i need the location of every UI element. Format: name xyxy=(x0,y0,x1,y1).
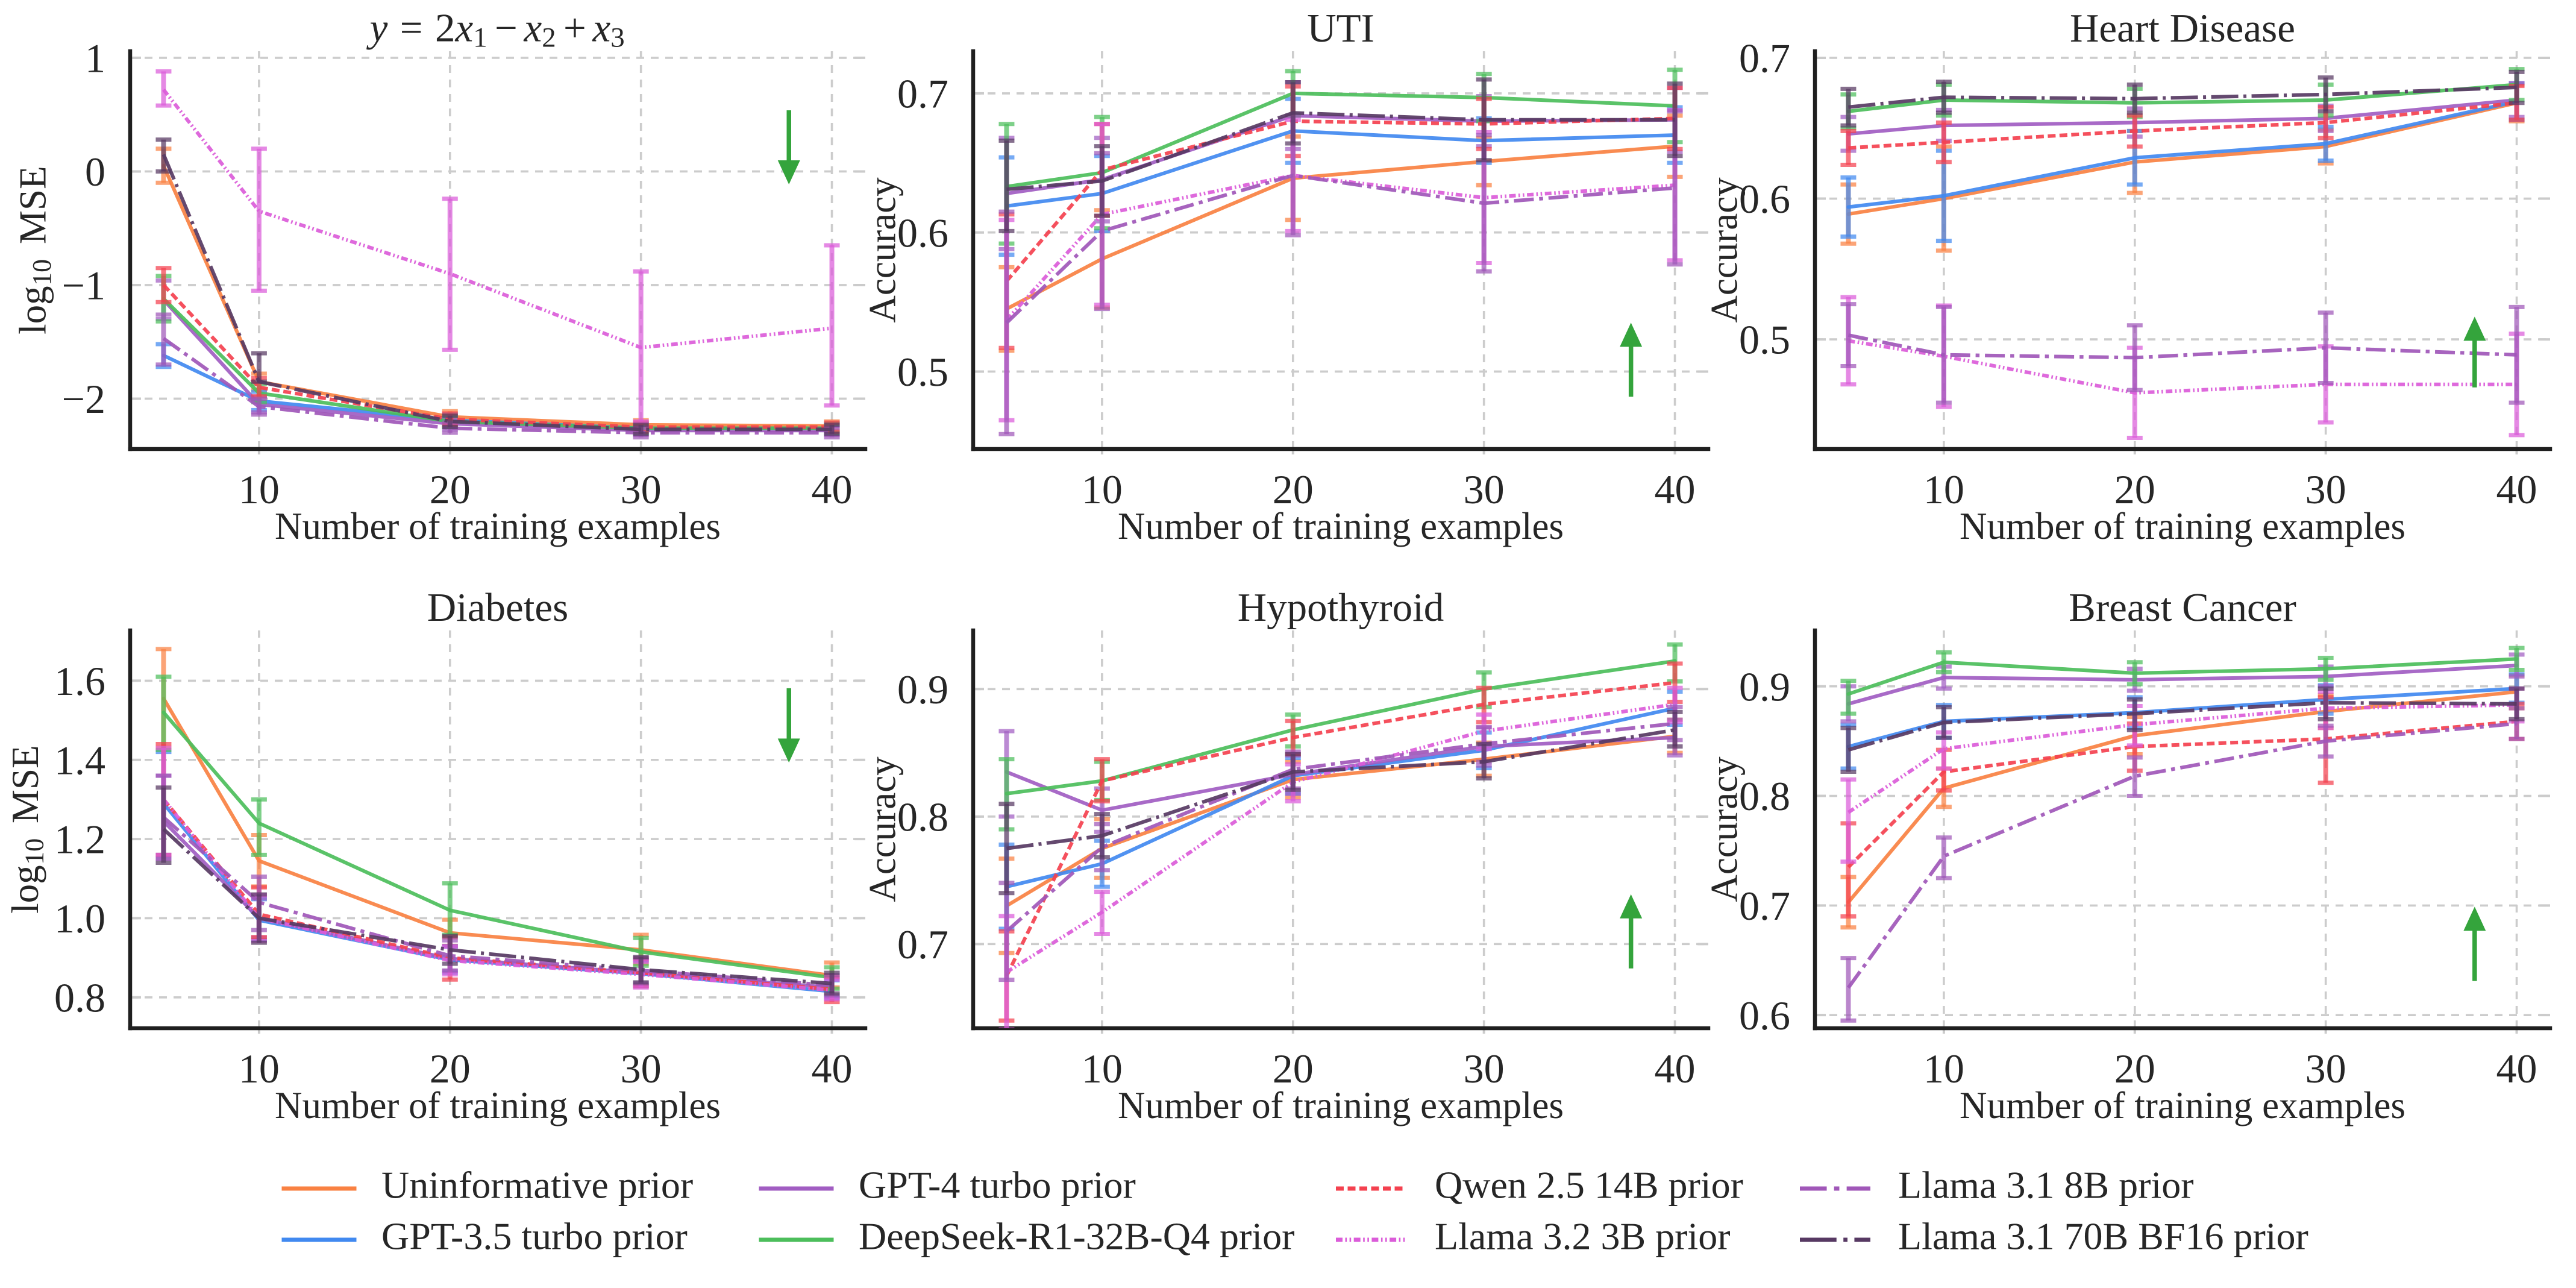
svg-text:GPT-4 turbo prior: GPT-4 turbo prior xyxy=(859,1163,1136,1206)
svg-text:Hypothyroid: Hypothyroid xyxy=(1238,585,1444,630)
svg-text:40: 40 xyxy=(2496,467,2537,512)
svg-text:40: 40 xyxy=(1655,1046,1696,1092)
svg-text:10: 10 xyxy=(1923,467,1964,512)
svg-text:40: 40 xyxy=(2496,1046,2537,1092)
svg-text:20: 20 xyxy=(1273,467,1314,512)
svg-text:0.6: 0.6 xyxy=(897,210,948,256)
svg-text:30: 30 xyxy=(2305,1046,2346,1092)
svg-text:Llama 3.1 8B prior: Llama 3.1 8B prior xyxy=(1898,1163,2194,1206)
svg-text:0.5: 0.5 xyxy=(897,349,948,395)
svg-text:0.5: 0.5 xyxy=(1739,317,1790,363)
svg-text:Number of training examples: Number of training examples xyxy=(275,1084,721,1126)
svg-text:Diabetes: Diabetes xyxy=(427,585,568,630)
svg-text:Accuracy: Accuracy xyxy=(861,177,903,323)
svg-text:Number of training examples: Number of training examples xyxy=(1118,505,1564,547)
svg-text:l o g: l o g M S E 1 0 xyxy=(12,163,57,334)
svg-text:−1: −1 xyxy=(62,263,105,309)
svg-text:20: 20 xyxy=(430,467,471,512)
svg-text:Llama 3.1 70B BF16 prior: Llama 3.1 70B BF16 prior xyxy=(1898,1214,2308,1257)
svg-text:20: 20 xyxy=(2114,1046,2155,1092)
svg-text:0.8: 0.8 xyxy=(897,794,948,840)
svg-text:Number of training examples: Number of training examples xyxy=(275,505,721,547)
svg-text:20: 20 xyxy=(1273,1046,1314,1092)
svg-text:1.0: 1.0 xyxy=(54,896,105,941)
svg-text:Accuracy: Accuracy xyxy=(1703,756,1745,902)
svg-text:10: 10 xyxy=(1082,1046,1123,1092)
svg-text:0.7: 0.7 xyxy=(897,71,948,117)
svg-text:0.6: 0.6 xyxy=(1739,993,1790,1038)
svg-text:−2: −2 xyxy=(62,376,105,422)
svg-text:1.2: 1.2 xyxy=(54,817,105,862)
svg-text:30: 30 xyxy=(621,1046,662,1092)
svg-text:0.8: 0.8 xyxy=(54,975,105,1020)
svg-text:0: 0 xyxy=(85,149,105,195)
svg-text:20: 20 xyxy=(430,1046,471,1092)
svg-text:l o g: l o g M S E 1 0 xyxy=(4,743,49,913)
svg-text:GPT-3.5 turbo prior: GPT-3.5 turbo prior xyxy=(381,1214,688,1257)
svg-text:Breast Cancer: Breast Cancer xyxy=(2069,585,2296,630)
svg-text:0.7: 0.7 xyxy=(897,922,948,967)
svg-text:0.7: 0.7 xyxy=(1739,883,1790,929)
svg-text:1.6: 1.6 xyxy=(54,658,105,704)
svg-text:Number of training examples: Number of training examples xyxy=(1960,505,2405,547)
svg-text:10: 10 xyxy=(239,1046,280,1092)
svg-text:Accuracy: Accuracy xyxy=(861,756,903,902)
svg-text:0.9: 0.9 xyxy=(897,667,948,712)
svg-text:0.6: 0.6 xyxy=(1739,176,1790,222)
svg-text:20: 20 xyxy=(2114,467,2155,512)
svg-text:0.9: 0.9 xyxy=(1739,664,1790,709)
svg-text:10: 10 xyxy=(1082,467,1123,512)
svg-text:40: 40 xyxy=(1655,467,1696,512)
svg-text:30: 30 xyxy=(1464,1046,1505,1092)
svg-text:40: 40 xyxy=(812,467,853,512)
svg-text:0.7: 0.7 xyxy=(1739,36,1790,81)
svg-text:Qwen 2.5 14B prior: Qwen 2.5 14B prior xyxy=(1435,1163,1743,1206)
svg-text:0.8: 0.8 xyxy=(1739,773,1790,819)
svg-text:10: 10 xyxy=(239,467,280,512)
svg-text:30: 30 xyxy=(1464,467,1505,512)
svg-text:Number of training examples: Number of training examples xyxy=(1118,1084,1564,1126)
svg-text:Number of training examples: Number of training examples xyxy=(1960,1084,2405,1126)
svg-text:Uninformative prior: Uninformative prior xyxy=(381,1164,693,1207)
svg-text:y x x x: y x x x = 2 − + 1 2 3 xyxy=(366,5,625,53)
svg-text:Accuracy: Accuracy xyxy=(1703,177,1745,323)
svg-text:Heart Disease: Heart Disease xyxy=(2070,6,2295,51)
svg-text:10: 10 xyxy=(1923,1046,1964,1092)
svg-text:40: 40 xyxy=(812,1046,853,1092)
svg-text:Llama 3.2 3B prior: Llama 3.2 3B prior xyxy=(1435,1214,1731,1257)
svg-text:1.4: 1.4 xyxy=(54,737,105,783)
svg-text:UTI: UTI xyxy=(1307,6,1374,51)
svg-text:DeepSeek-R1-32B-Q4 prior: DeepSeek-R1-32B-Q4 prior xyxy=(859,1214,1294,1257)
svg-text:1: 1 xyxy=(85,36,105,81)
svg-text:30: 30 xyxy=(2305,467,2346,512)
svg-text:30: 30 xyxy=(621,467,662,512)
